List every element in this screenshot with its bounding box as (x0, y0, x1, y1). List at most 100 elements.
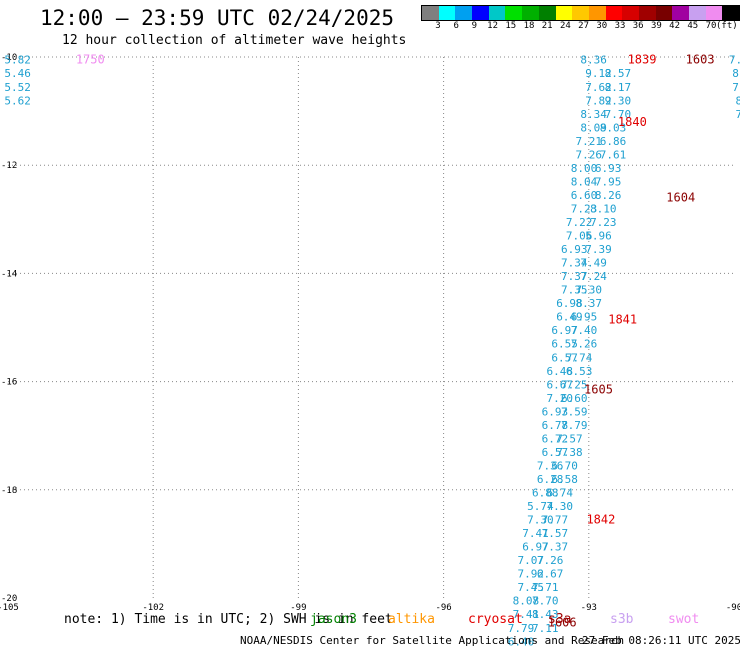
wave-height-value: 7.30 (527, 514, 554, 527)
wave-height-value: 7.49 (580, 257, 607, 270)
lon-tick-label: -105 (0, 603, 19, 613)
wave-height-value: 7.21 (576, 135, 603, 148)
wave-height-value: 7.62 (585, 81, 612, 94)
wave-height-value: 8.57 (605, 67, 632, 80)
wave-height-value: 5.62 (4, 94, 31, 107)
legend-item-s3a: s3a (548, 612, 572, 627)
pass-time-label: 1606 (548, 615, 577, 629)
wave-height-value: 6.67 (537, 568, 564, 581)
lat-tick-label: -16 (1, 378, 17, 388)
wave-height-value: 7.79 (508, 622, 535, 635)
scale-label: 36 (632, 21, 644, 31)
scale-label: 12 (487, 21, 499, 31)
wave-height-value: 6.70 (551, 459, 578, 472)
wave-height-value: 9.30 (605, 94, 632, 107)
pass-time-label: 1605 (584, 383, 613, 397)
wave-height-value: 6.60 (571, 189, 598, 202)
scale-label: 70 (705, 21, 717, 31)
wave-height-value: 6.48 (547, 365, 574, 378)
lat-tick-label: -10 (1, 53, 17, 63)
timestamp-text: 27 Feb 08:26:11 UTC 2025 (582, 634, 740, 647)
scale-label: 9 (471, 21, 478, 31)
scale-label: 15 (505, 21, 517, 31)
wave-height-value: 5.96 (585, 230, 612, 243)
scale-swatch (422, 6, 439, 20)
wave-height-value: 6.93 (561, 243, 588, 256)
wave-height-value: 7.71 (532, 581, 559, 594)
wave-height-value: 7.30 (576, 284, 603, 297)
wave-height-value: 8.17 (605, 81, 632, 94)
wave-height-value: 8.34 (580, 108, 607, 121)
credit-text: NOAA/NESDIS Center for Satellite Applica… (240, 634, 625, 647)
wave-height-value: 7.92 (517, 568, 544, 581)
scale-label: 3 (435, 21, 441, 31)
wave-height-value: 7.74 (566, 351, 593, 364)
lon-tick-label: -102 (142, 603, 164, 613)
wave-height-value: 5.82 (4, 54, 31, 67)
scale-swatch (672, 6, 689, 20)
scale-swatch (488, 6, 506, 20)
wave-height-value: 7.39 (585, 243, 612, 256)
lat-tick-label: -20 (1, 594, 17, 604)
wave-height-value: 5.74 (527, 500, 554, 513)
scale-swatch (555, 6, 573, 20)
pass-time-label: 1604 (666, 191, 695, 205)
wave-height-value: 7.07 (517, 554, 544, 567)
wave-height-value: 6.86 (600, 135, 627, 148)
wave-height-value: 6.67 (547, 378, 574, 391)
scale-swatch (538, 6, 556, 20)
scale-swatch (722, 6, 740, 20)
wave-height-value: 5.52 (4, 81, 31, 94)
scale-swatch (588, 6, 606, 20)
wave-height-value: 7.41 (513, 608, 540, 621)
pass-time-label: 1842 (586, 513, 615, 527)
wave-height-value: 8.00 (571, 162, 598, 175)
scale-swatch (522, 6, 539, 20)
wave-height-value: 7.61 (600, 148, 627, 161)
legend-item-swot: swot (668, 612, 700, 627)
wave-height-value: 6.74 (547, 487, 574, 500)
lon-tick-label: -99 (290, 603, 306, 613)
wave-height-value: 8.37 (576, 297, 603, 310)
wave-height-value: 7.23 (571, 202, 598, 215)
wave-height-value: 7.79 (561, 419, 588, 432)
wave-height-value: 7.26 (576, 148, 603, 161)
wave-height-value: 7.30 (547, 500, 574, 513)
wave-height-value: 7.82 (585, 94, 612, 107)
wave-height-value: 6.57 (542, 446, 569, 459)
wave-height-value: 7.70 (605, 108, 632, 121)
pass-time-label: 1839 (628, 53, 657, 67)
wave-height-value: 6.57 (551, 351, 578, 364)
scale-label: 39 (650, 21, 662, 31)
wave-height-value: 7.36 (537, 459, 564, 472)
wave-height-value: 7.37 (542, 541, 569, 554)
scale-swatch (572, 6, 589, 20)
wave-height-value: 6.49 (556, 311, 583, 324)
scale-label: 27 (578, 21, 590, 31)
wave-height-value: 8 (736, 94, 740, 107)
scale-swatch (605, 6, 623, 20)
wave-height-value: 6.98 (556, 297, 583, 310)
lat-tick-label: -18 (1, 486, 17, 496)
lat-tick-label: -12 (1, 161, 17, 171)
legend-item-jason3: jason3 (310, 612, 357, 627)
wave-height-value: 7.77 (542, 514, 569, 527)
scale-swatch (438, 6, 456, 20)
lon-tick-label: -93 (581, 603, 597, 613)
wave-height-value: 6.55 (551, 338, 578, 351)
lon-tick-label: -90 (726, 603, 740, 613)
color-scale-bar (421, 5, 740, 21)
scale-label: 45 (687, 21, 699, 31)
wave-height-value: 7.35 (561, 284, 588, 297)
wave-height-value: 8. (732, 67, 740, 80)
pass-time-label: 1750 (76, 53, 105, 67)
scale-swatch (689, 6, 706, 20)
wave-height-value: 7.23 (590, 216, 617, 229)
wave-height-value: 7.59 (561, 405, 588, 418)
wave-height-value: 6.88 (532, 487, 559, 500)
wave-height-value: 7.24 (580, 270, 607, 283)
wave-height-value: 7.25 (561, 378, 588, 391)
wave-height-value: 5.46 (4, 67, 31, 80)
